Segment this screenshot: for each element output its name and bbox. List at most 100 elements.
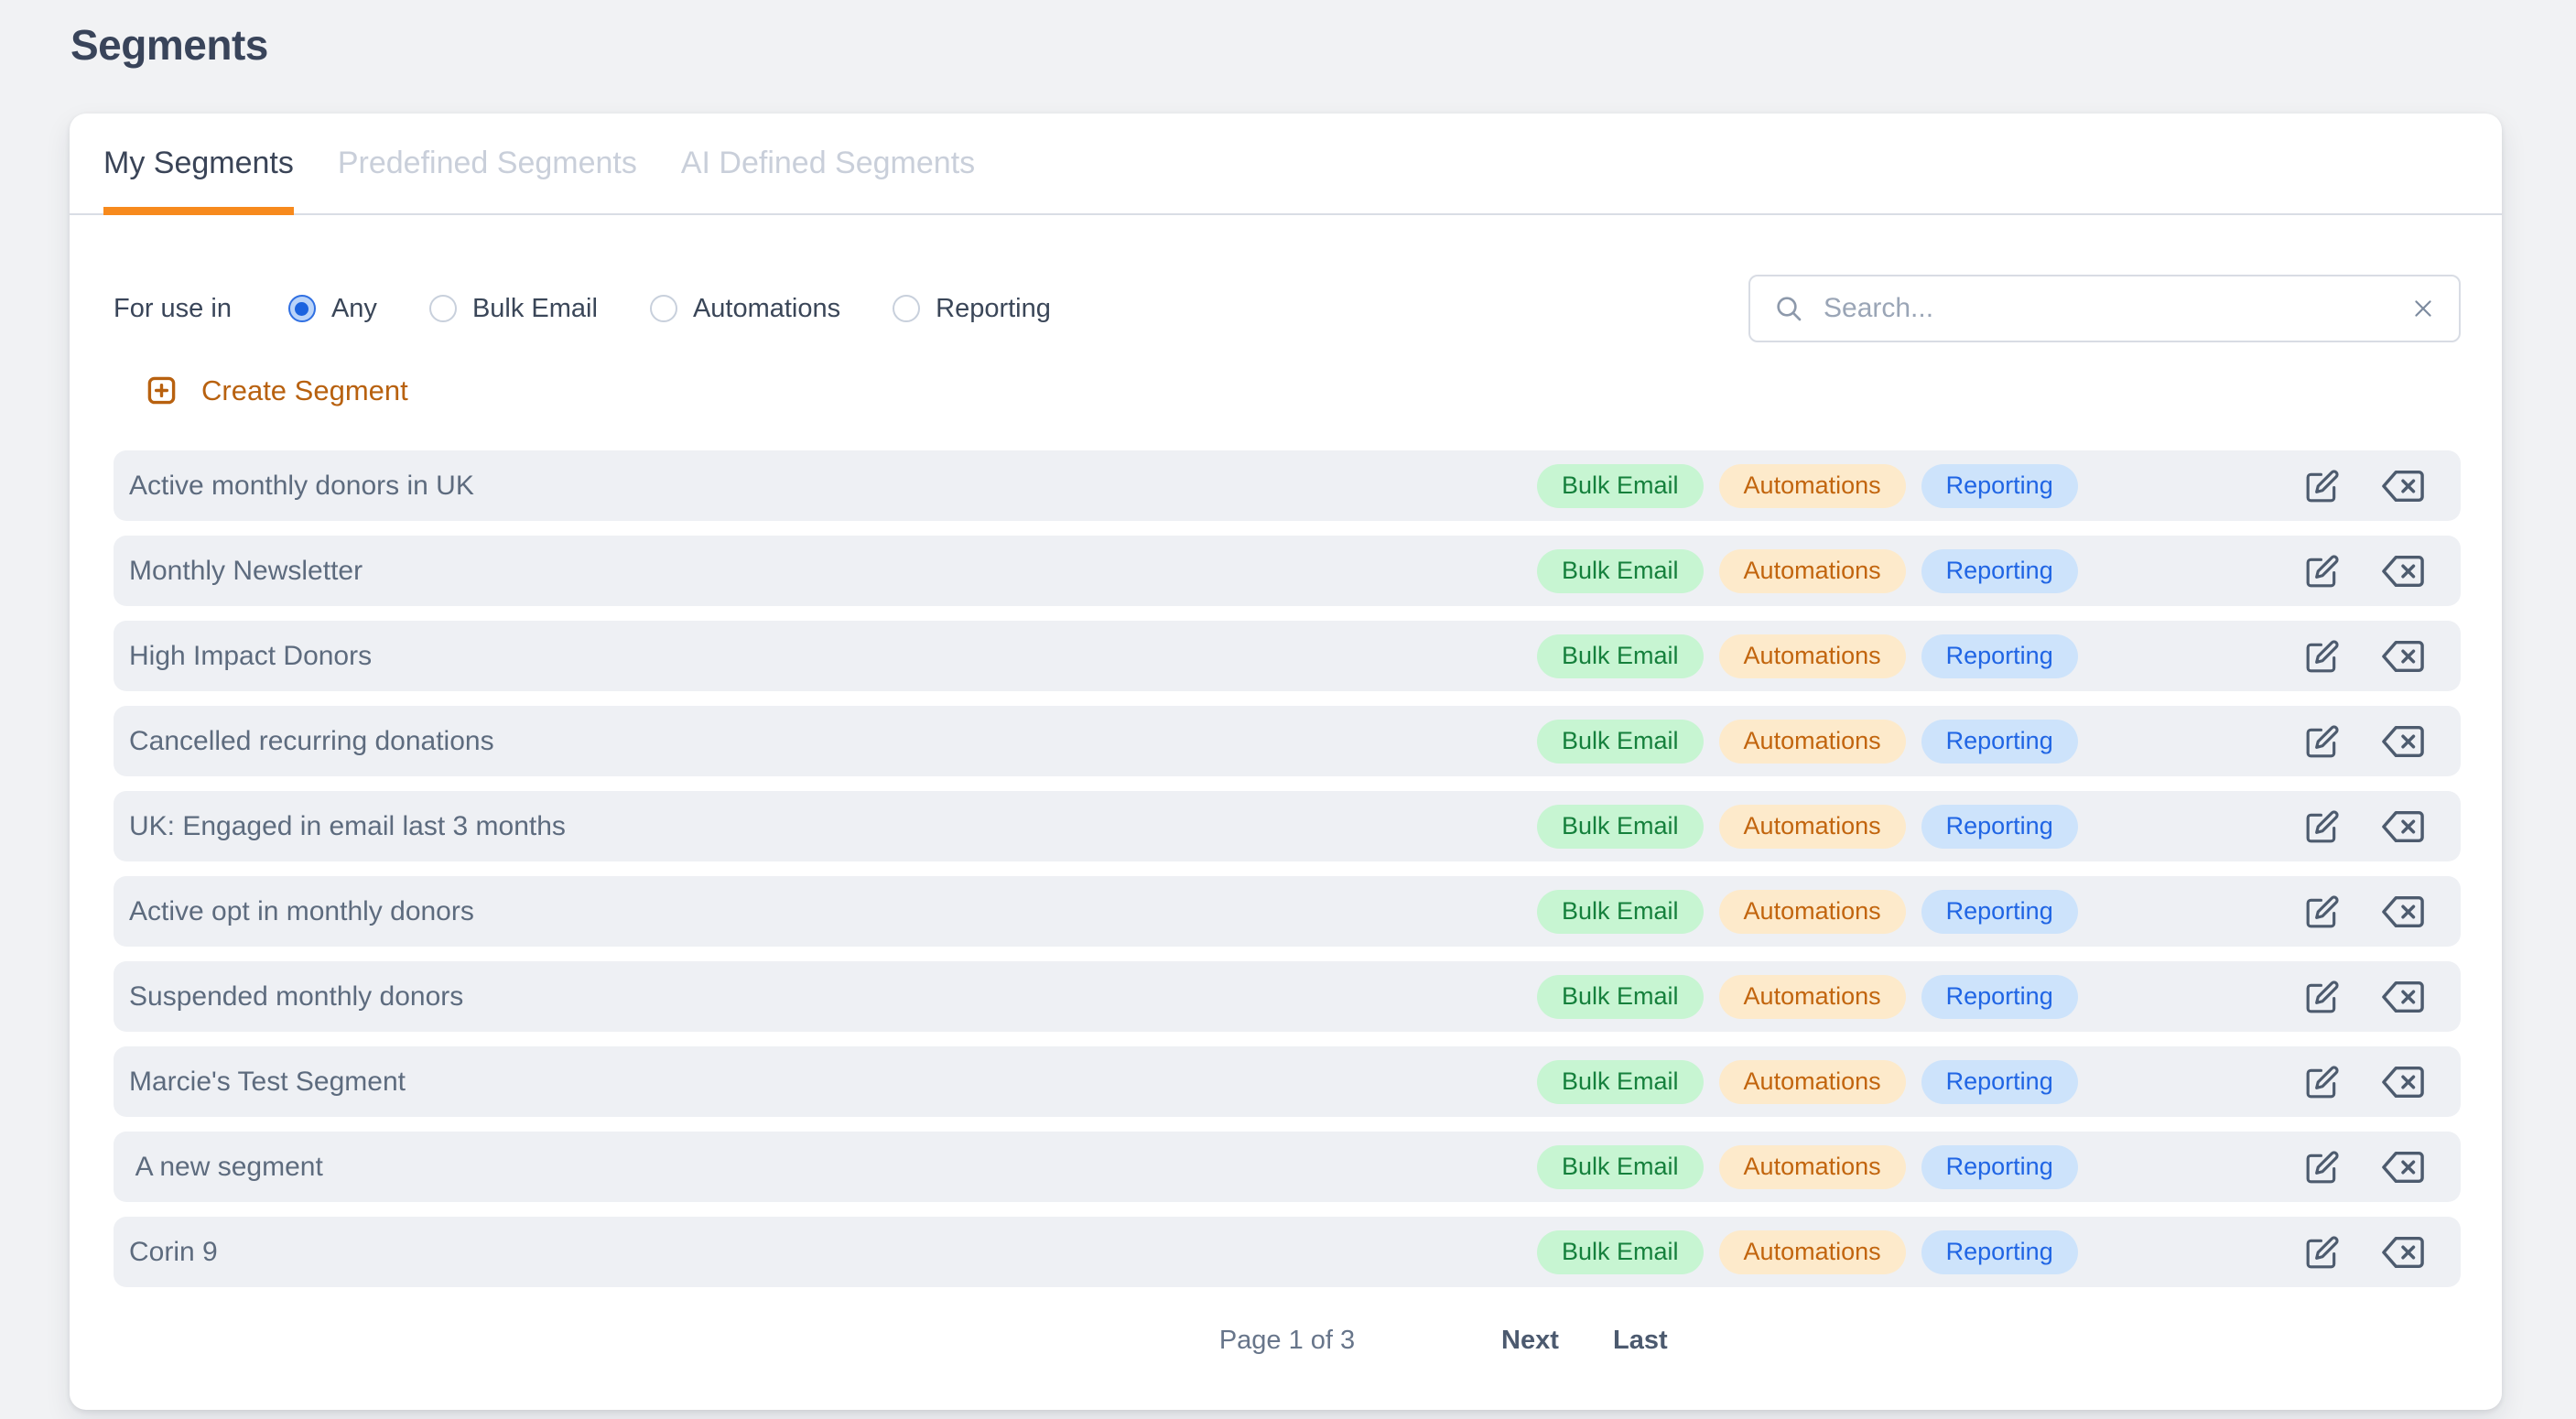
badge-bulk-email: Bulk Email — [1537, 974, 1704, 1019]
segment-row[interactable]: Active monthly donors in UK Bulk Email Au… — [114, 450, 2461, 521]
backspace-delete-icon — [2382, 810, 2424, 842]
pagination-next-button[interactable]: Next — [1501, 1326, 1559, 1355]
search-icon — [1777, 297, 1802, 321]
delete-segment-button[interactable] — [2382, 465, 2424, 507]
edit-icon — [2306, 809, 2339, 842]
radio-unselected-icon[interactable] — [893, 295, 921, 322]
backspace-delete-icon — [2382, 725, 2424, 757]
backspace-delete-icon — [2382, 980, 2424, 1013]
badge-reporting: Reporting — [1921, 463, 2078, 508]
segment-name: Active monthly donors in UK — [129, 470, 474, 501]
edit-icon — [2306, 469, 2339, 502]
pagination-last-button[interactable]: Last — [1613, 1326, 1668, 1355]
edit-segment-button[interactable] — [2305, 1150, 2340, 1185]
search-input[interactable] — [1822, 292, 2411, 325]
delete-segment-button[interactable] — [2382, 1061, 2424, 1103]
badge-reporting: Reporting — [1921, 974, 2078, 1019]
radio-unselected-icon[interactable] — [428, 295, 457, 322]
badge-group: Bulk Email Automations Reporting — [1537, 634, 2078, 678]
edit-icon — [2306, 639, 2339, 672]
backspace-delete-icon — [2382, 640, 2424, 672]
badge-reporting: Reporting — [1921, 719, 2078, 764]
badge-reporting: Reporting — [1921, 548, 2078, 593]
badge-group: Bulk Email Automations Reporting — [1537, 463, 2078, 508]
backspace-delete-icon — [2382, 1151, 2424, 1183]
badge-reporting: Reporting — [1921, 634, 2078, 678]
badge-reporting: Reporting — [1921, 889, 2078, 934]
radio-selected-icon[interactable] — [287, 295, 316, 322]
backspace-delete-icon — [2382, 895, 2424, 927]
radio-option-reporting[interactable]: Reporting — [893, 294, 1051, 324]
radio-option-bulk-email[interactable]: Bulk Email — [428, 294, 598, 324]
radio-unselected-icon[interactable] — [649, 295, 677, 322]
tab-ai-defined-segments[interactable]: AI Defined Segments — [680, 146, 976, 180]
badge-automations: Automations — [1718, 548, 1906, 593]
badge-group: Bulk Email Automations Reporting — [1537, 1059, 2078, 1104]
clear-search-button[interactable] — [2411, 297, 2435, 320]
edit-segment-button[interactable] — [2305, 1065, 2340, 1099]
segment-row[interactable]: Monthly Newsletter Bulk Email Automations… — [114, 536, 2461, 606]
delete-segment-button[interactable] — [2382, 891, 2424, 933]
badge-group: Bulk Email Automations Reporting — [1537, 804, 2078, 849]
badge-automations: Automations — [1718, 974, 1906, 1019]
radio-option-any[interactable]: Any — [287, 294, 377, 324]
edit-icon — [2306, 1235, 2339, 1268]
segment-row[interactable]: Cancelled recurring donations Bulk Email… — [114, 706, 2461, 776]
backspace-delete-icon — [2382, 1066, 2424, 1098]
create-segment-button[interactable]: Create Segment — [145, 374, 408, 407]
badge-reporting: Reporting — [1921, 1229, 2078, 1274]
filter-label: For use in — [114, 293, 232, 323]
segment-row[interactable]: Marcie's Test Segment Bulk Email Automati… — [114, 1046, 2461, 1117]
delete-segment-button[interactable] — [2382, 550, 2424, 592]
edit-segment-button[interactable] — [2305, 724, 2340, 759]
badge-reporting: Reporting — [1921, 1059, 2078, 1104]
tab-predefined-segments[interactable]: Predefined Segments — [337, 146, 637, 180]
badge-automations: Automations — [1718, 1229, 1906, 1274]
delete-segment-button[interactable] — [2382, 720, 2424, 763]
segment-name: Active opt in monthly donors — [129, 895, 474, 926]
delete-segment-button[interactable] — [2382, 806, 2424, 848]
backspace-delete-icon — [2382, 555, 2424, 587]
filter-row: For use in Any Bulk Email Automations Repor… — [114, 275, 2461, 342]
segment-row[interactable]: Corin 9 Bulk Email Automations Reporting — [114, 1217, 2461, 1287]
badge-group: Bulk Email Automations Reporting — [1537, 719, 2078, 764]
edit-segment-button[interactable] — [2305, 809, 2340, 844]
badge-bulk-email: Bulk Email — [1537, 1059, 1704, 1104]
segment-name: Cancelled recurring donations — [129, 725, 494, 756]
tab-my-segments[interactable]: My Segments — [103, 114, 294, 215]
segment-name: UK: Engaged in email last 3 months — [129, 810, 566, 841]
edit-segment-button[interactable] — [2305, 554, 2340, 589]
radio-group: Any Bulk Email Automations Reporting — [287, 293, 1103, 324]
badge-group: Bulk Email Automations Reporting — [1537, 548, 2078, 593]
delete-segment-button[interactable] — [2382, 976, 2424, 1018]
segment-name: A new segment — [129, 1151, 323, 1182]
badge-automations: Automations — [1718, 1144, 1906, 1189]
radio-option-label: Reporting — [936, 293, 1051, 323]
edit-icon — [2306, 724, 2339, 757]
badge-bulk-email: Bulk Email — [1537, 634, 1704, 678]
radio-option-label: Automations — [692, 293, 841, 323]
edit-segment-button[interactable] — [2305, 1235, 2340, 1270]
segment-row[interactable]: Suspended monthly donors Bulk Email Autom… — [114, 961, 2461, 1032]
badge-group: Bulk Email Automations Reporting — [1537, 1229, 2078, 1274]
segment-row[interactable]: UK: Engaged in email last 3 months Bulk … — [114, 791, 2461, 861]
edit-segment-button[interactable] — [2305, 894, 2340, 929]
delete-segment-button[interactable] — [2382, 1231, 2424, 1273]
delete-segment-button[interactable] — [2382, 1146, 2424, 1188]
pagination-status: Page 1 of 3 — [1218, 1326, 1356, 1355]
badge-bulk-email: Bulk Email — [1537, 1229, 1704, 1274]
edit-segment-button[interactable] — [2305, 639, 2340, 674]
edit-segment-button[interactable] — [2305, 980, 2340, 1014]
plus-square-icon — [147, 376, 176, 405]
segment-row[interactable]: High Impact Donors Bulk Email Automations… — [114, 621, 2461, 691]
segment-row[interactable]: Active opt in monthly donors Bulk Email A… — [114, 876, 2461, 947]
segments-card: My Segments Predefined Segments AI Defined… — [70, 114, 2502, 1410]
badge-reporting: Reporting — [1921, 804, 2078, 849]
delete-segment-button[interactable] — [2382, 635, 2424, 677]
badge-bulk-email: Bulk Email — [1537, 548, 1704, 593]
segment-row[interactable]: A new segment Bulk Email Automations Repor… — [114, 1132, 2461, 1202]
radio-option-automations[interactable]: Automations — [649, 293, 841, 324]
segment-name: High Impact Donors — [129, 640, 373, 671]
edit-segment-button[interactable] — [2305, 469, 2340, 504]
badge-automations: Automations — [1718, 634, 1906, 678]
